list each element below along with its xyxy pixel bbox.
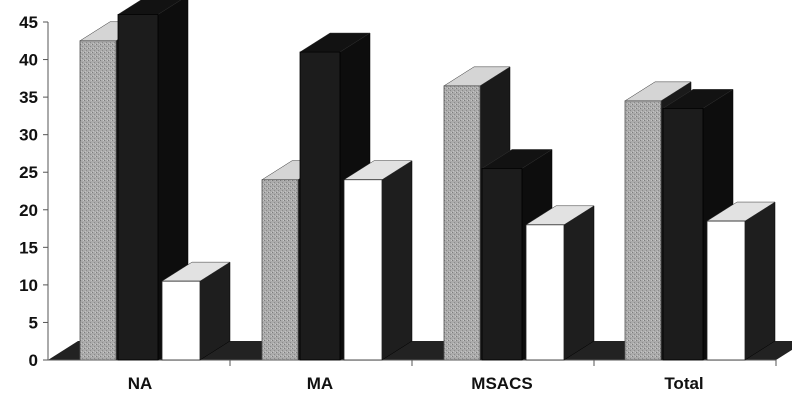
y-tick-label: 5 <box>29 313 38 332</box>
bar-front-face <box>261 179 299 361</box>
bar-front-face <box>161 280 201 361</box>
chart-floor <box>48 341 792 360</box>
y-tick-label: 40 <box>19 51 38 70</box>
y-tick-label: 15 <box>19 238 38 257</box>
y-tick-label: 0 <box>29 351 38 370</box>
y-tick-label: 35 <box>19 88 38 107</box>
bar-front-face <box>481 168 523 361</box>
bar-front-face <box>624 100 662 361</box>
bar-side-face <box>563 205 595 361</box>
bar-front-face <box>117 14 159 361</box>
x-category-label: MA <box>307 374 333 393</box>
bar-side-face <box>744 201 776 361</box>
y-tick-label: 25 <box>19 163 38 182</box>
bar-ma-series-3 <box>343 160 413 361</box>
bar-front-face <box>706 220 746 361</box>
bar-na-series-3 <box>161 261 231 361</box>
bar-total-series-3 <box>706 201 776 361</box>
x-category-label: Total <box>664 374 703 393</box>
y-tick-label: 30 <box>19 126 38 145</box>
bar-front-face <box>299 51 341 361</box>
chart-labels: 0 5 10 15 20 25 30 35 40 45 NA MA MSACS Total <box>19 13 704 393</box>
x-category-label: NA <box>128 374 153 393</box>
bar-front-face <box>525 224 565 361</box>
bar-side-face <box>381 160 413 361</box>
y-tick-label: 20 <box>19 201 38 220</box>
bar-front-face <box>79 40 117 361</box>
y-tick-label: 45 <box>19 13 38 32</box>
y-tick-label: 10 <box>19 276 38 295</box>
chart-bars <box>79 0 776 361</box>
bar-front-face <box>662 107 704 361</box>
bar-front-face <box>443 85 481 361</box>
bar-msacs-series-3 <box>525 205 595 361</box>
floor-plane <box>48 341 792 360</box>
x-category-label: MSACS <box>471 374 532 393</box>
bar-front-face <box>343 179 383 361</box>
